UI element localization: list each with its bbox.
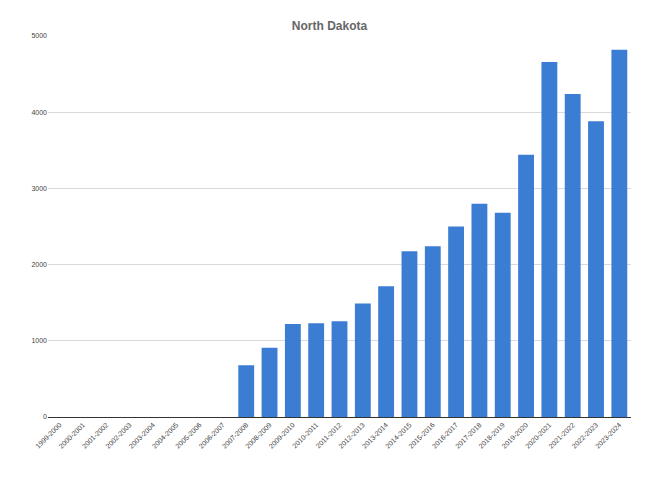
svg-text:4000: 4000 bbox=[31, 109, 47, 116]
svg-text:5000: 5000 bbox=[31, 32, 47, 39]
svg-text:2017-2018: 2017-2018 bbox=[454, 421, 483, 450]
svg-text:0: 0 bbox=[43, 413, 47, 420]
svg-text:2008-2009: 2008-2009 bbox=[244, 421, 273, 450]
svg-text:North Dakota: North Dakota bbox=[292, 19, 368, 33]
svg-text:1000: 1000 bbox=[31, 337, 47, 344]
svg-text:2022-2023: 2022-2023 bbox=[571, 421, 600, 450]
svg-text:2007-2008: 2007-2008 bbox=[221, 421, 250, 450]
svg-text:2006-2007: 2006-2007 bbox=[197, 421, 226, 450]
svg-text:2004-2005: 2004-2005 bbox=[151, 421, 180, 450]
svg-text:2010-2011: 2010-2011 bbox=[291, 421, 319, 449]
svg-text:2000-2001: 2000-2001 bbox=[58, 421, 87, 450]
svg-text:2020-2021: 2020-2021 bbox=[524, 421, 553, 450]
svg-text:2000: 2000 bbox=[31, 261, 47, 268]
svg-text:2002-2003: 2002-2003 bbox=[104, 421, 133, 450]
svg-text:2021-2022: 2021-2022 bbox=[547, 421, 576, 450]
svg-text:2011-2012: 2011-2012 bbox=[314, 421, 342, 449]
svg-text:2005-2006: 2005-2006 bbox=[174, 421, 203, 450]
svg-text:2009-2010: 2009-2010 bbox=[267, 421, 296, 450]
svg-text:2016-2017: 2016-2017 bbox=[431, 421, 460, 450]
svg-text:2001-2002: 2001-2002 bbox=[81, 421, 110, 450]
svg-text:2019-2020: 2019-2020 bbox=[501, 421, 530, 450]
svg-text:3000: 3000 bbox=[31, 185, 47, 192]
svg-text:1999-2000: 1999-2000 bbox=[34, 421, 63, 450]
svg-text:2014-2015: 2014-2015 bbox=[384, 421, 413, 450]
svg-text:2023-2024: 2023-2024 bbox=[594, 421, 623, 450]
svg-text:2015-2016: 2015-2016 bbox=[407, 421, 436, 450]
svg-text:2018-2019: 2018-2019 bbox=[477, 421, 506, 450]
svg-text:2012-2013: 2012-2013 bbox=[337, 421, 366, 450]
svg-text:2003-2004: 2003-2004 bbox=[127, 421, 156, 450]
svg-text:2013-2014: 2013-2014 bbox=[361, 421, 390, 450]
